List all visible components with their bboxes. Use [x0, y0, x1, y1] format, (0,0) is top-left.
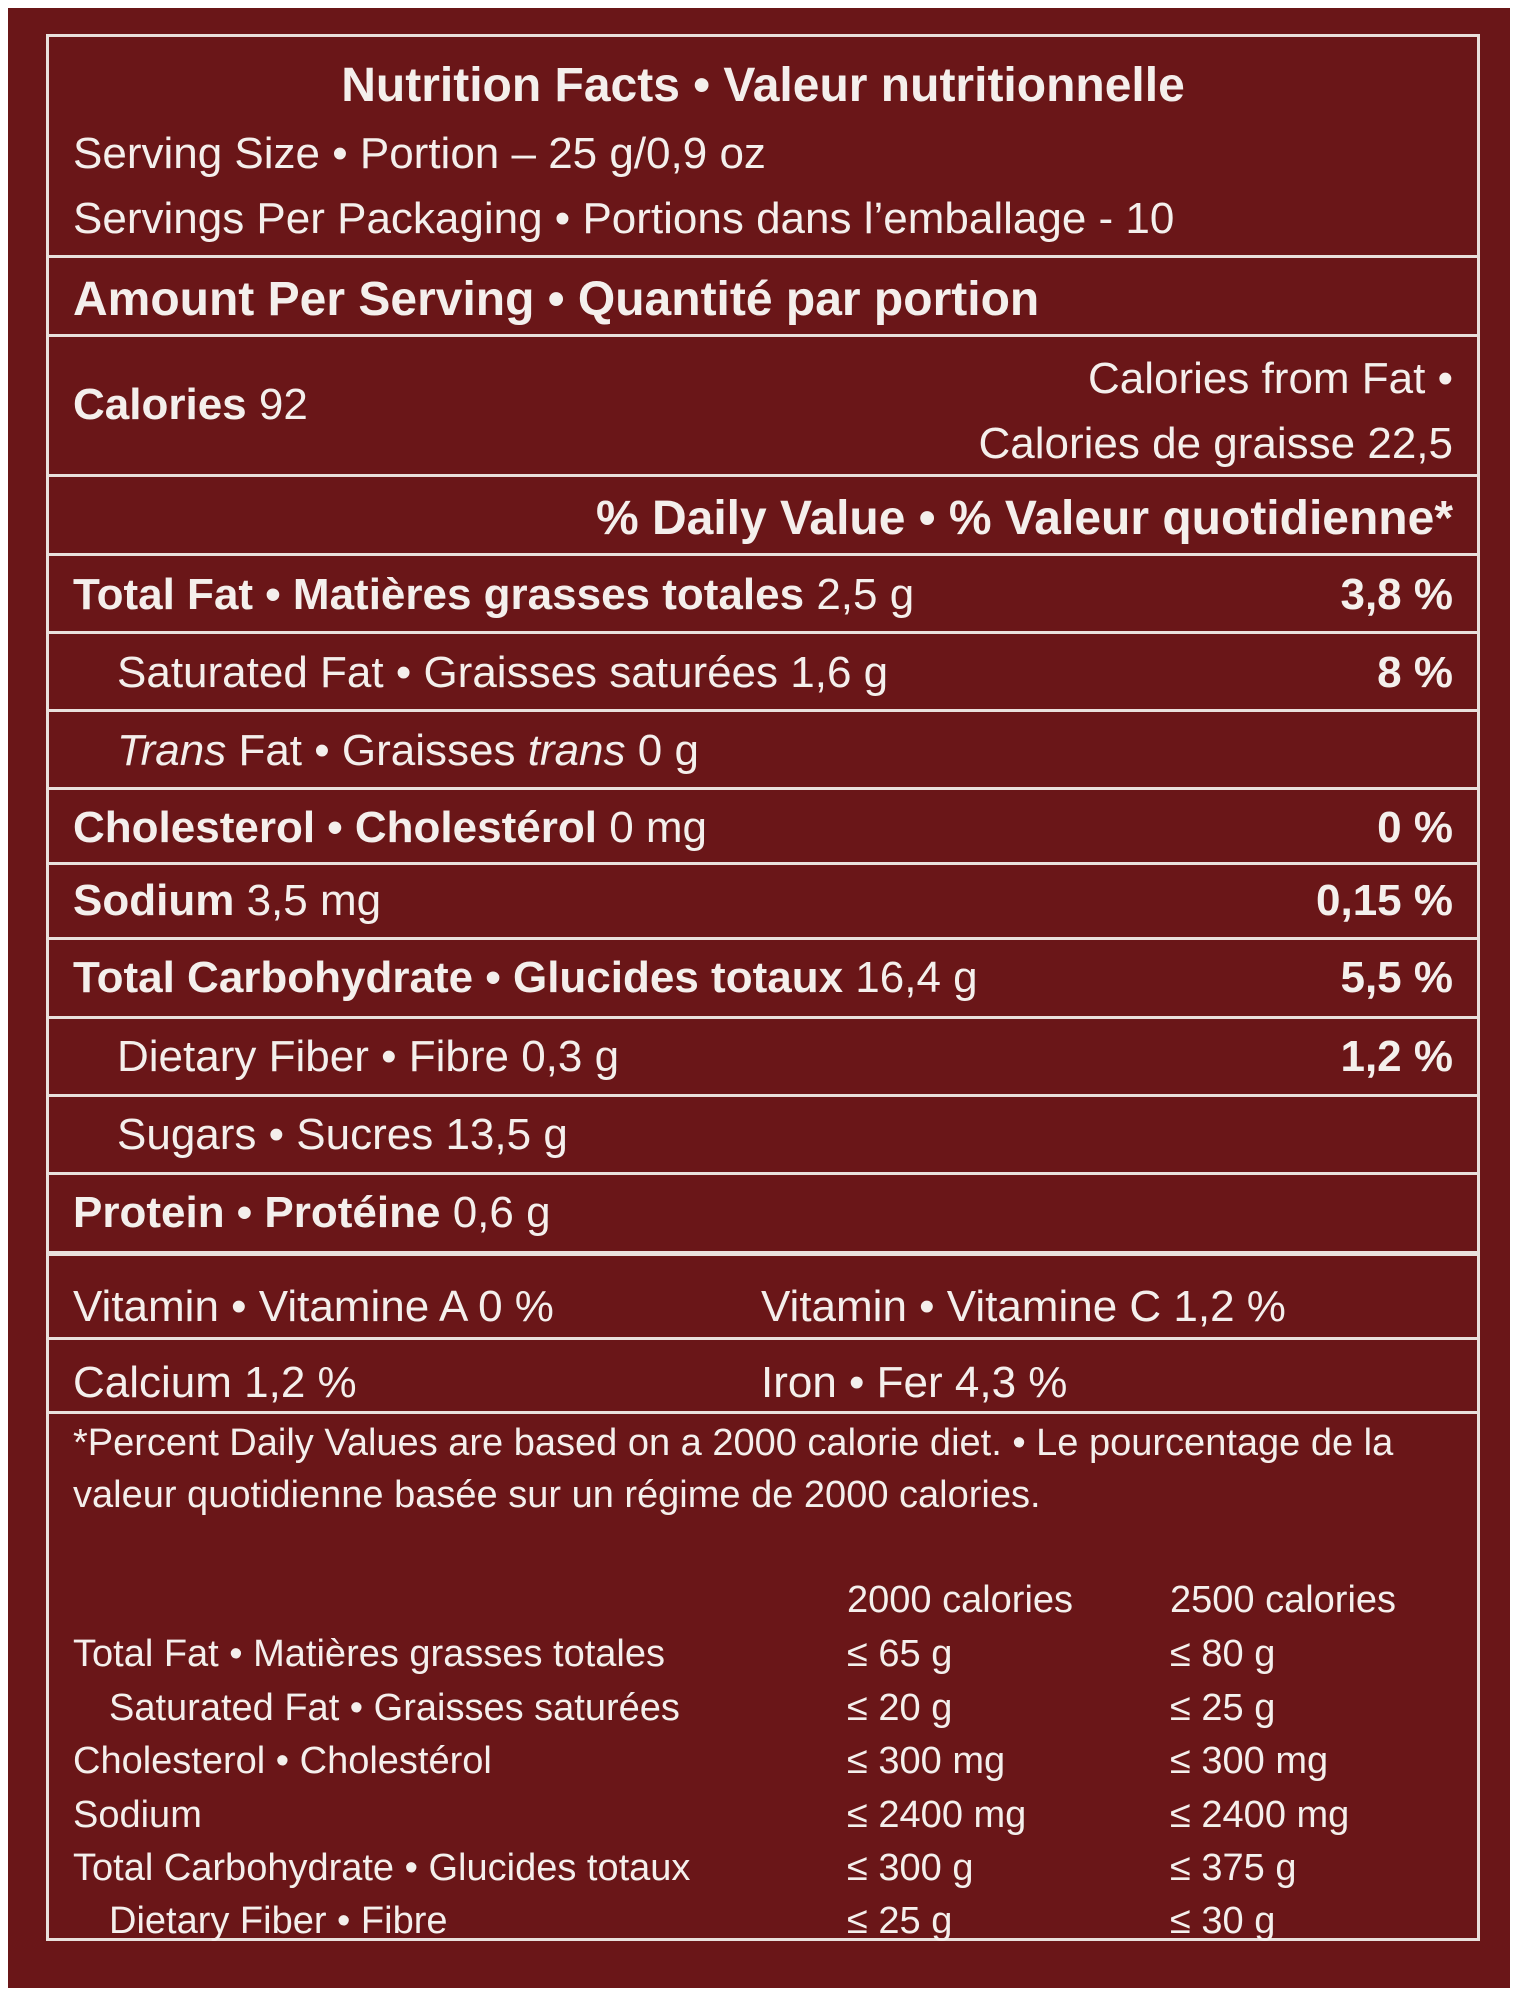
- cholesterol-row: Cholesterol • Cholestérol 0 mg 0 %: [49, 790, 1477, 862]
- total-carb-label: Total Carbohydrate • Glucides totaux: [73, 953, 844, 1002]
- ref-row-label: Cholesterol • Cholestérol: [73, 1740, 492, 1782]
- sugars-row: Sugars • Sucres 13,5 g: [49, 1097, 1477, 1172]
- cholesterol-amount: 0 mg: [609, 803, 708, 852]
- ref-row-2500: ≤ 30 g: [1170, 1900, 1276, 1942]
- serving-size: Serving Size • Portion – 25 g/0,9 oz: [73, 129, 766, 178]
- trans-fat-row: Trans Fat • Graisses trans 0 g: [49, 712, 1477, 787]
- saturated-fat-row: Saturated Fat • Graisses saturées 1,6 g …: [49, 634, 1477, 709]
- nutrition-panel: Nutrition Facts • Valeur nutritionnelle …: [46, 34, 1480, 1942]
- vitamin-c: Vitamin • Vitamine C 1,2 %: [761, 1282, 1286, 1331]
- divider: [49, 631, 1477, 634]
- total-fat-dv: 3,8 %: [1340, 570, 1453, 619]
- divider: [49, 553, 1477, 556]
- trans-fat-amount: 0 g: [637, 726, 699, 775]
- trans-fat-label-b: Fat • Graisses: [226, 726, 528, 775]
- ref-row-2500: ≤ 80 g: [1170, 1633, 1276, 1675]
- servings-per-package: Servings Per Packaging • Portions dans l…: [73, 194, 1175, 243]
- ref-row-label: Saturated Fat • Graisses saturées: [109, 1687, 680, 1729]
- trans-fat-label-line: Trans Fat • Graisses trans 0 g: [117, 729, 699, 773]
- calories-from-fat-line1: Calories from Fat •: [1087, 354, 1453, 403]
- sugars-label-line: Sugars • Sucres 13,5 g: [117, 1113, 568, 1157]
- divider: [49, 1251, 1477, 1256]
- divider: [49, 1094, 1477, 1097]
- iron: Iron • Fer 4,3 %: [761, 1358, 1068, 1407]
- divider: [49, 1172, 1477, 1175]
- total-fat-label-line: Total Fat • Matières grasses totales 2,5…: [73, 573, 914, 617]
- sugars-label: Sugars • Sucres: [117, 1110, 434, 1159]
- calories-label: Calories: [73, 380, 247, 429]
- protein-label-line: Protein • Protéine 0,6 g: [73, 1191, 551, 1235]
- trans-fat-label-a: Trans: [117, 726, 227, 775]
- saturated-fat-label: Saturated Fat • Graisses saturées: [117, 648, 779, 697]
- calories-value: 92: [258, 380, 308, 429]
- fiber-label: Dietary Fiber • Fibre: [117, 1032, 509, 1081]
- vitamin-a: Vitamin • Vitamine A 0 %: [73, 1282, 554, 1331]
- ref-row-label: Total Carbohydrate • Glucides totaux: [73, 1847, 691, 1889]
- ref-row-2000: ≤ 20 g: [847, 1687, 953, 1729]
- sodium-dv: 0,15 %: [1316, 876, 1453, 925]
- nutrition-title: Nutrition Facts • Valeur nutritionnelle: [341, 59, 1185, 112]
- trans-fat-label-c: trans: [527, 726, 626, 775]
- total-carb-row: Total Carbohydrate • Glucides totaux 16,…: [49, 940, 1477, 1016]
- protein-label: Protein • Protéine: [73, 1188, 441, 1237]
- protein-row: Protein • Protéine 0,6 g: [49, 1175, 1477, 1251]
- total-carb-dv: 5,5 %: [1340, 953, 1453, 1002]
- ref-row-2000: ≤ 300 mg: [847, 1740, 1006, 1782]
- calcium: Calcium 1,2 %: [73, 1358, 357, 1407]
- nutrition-label: Nutrition Facts • Valeur nutritionnelle …: [8, 8, 1510, 1988]
- total-carb-amount: 16,4 g: [855, 953, 978, 1002]
- sodium-row: Sodium 3,5 mg 0,15 %: [49, 865, 1477, 937]
- ref-row-2500: ≤ 300 mg: [1170, 1740, 1329, 1782]
- calories-from-fat-line2: Calories de graisse 22,5: [978, 419, 1453, 468]
- footnote: *Percent Daily Values are based on a 200…: [73, 1422, 1394, 1516]
- total-fat-amount: 2,5 g: [816, 570, 915, 619]
- amount-per-serving: Amount Per Serving • Quantité par portio…: [73, 273, 1040, 326]
- ref-row-2500: ≤ 2400 mg: [1170, 1794, 1350, 1836]
- ref-row-2000: ≤ 2400 mg: [847, 1794, 1027, 1836]
- saturated-fat-dv: 8 %: [1377, 648, 1453, 697]
- ref-row-2500: ≤ 375 g: [1170, 1847, 1297, 1889]
- ref-row-2500: ≤ 25 g: [1170, 1687, 1276, 1729]
- sodium-amount: 3,5 mg: [246, 876, 382, 925]
- fiber-dv: 1,2 %: [1340, 1032, 1453, 1081]
- sodium-label: Sodium: [73, 876, 235, 925]
- protein-amount: 0,6 g: [452, 1188, 551, 1237]
- divider: [49, 937, 1477, 940]
- divider: [49, 1016, 1477, 1019]
- divider: [49, 1337, 1477, 1340]
- divider: [49, 862, 1477, 865]
- fiber-amount: 0,3 g: [521, 1032, 620, 1081]
- divider: [49, 255, 1477, 258]
- ref-row-2000: ≤ 65 g: [847, 1633, 953, 1675]
- ref-row-label: Dietary Fiber • Fibre: [109, 1900, 448, 1942]
- cholesterol-label-line: Cholesterol • Cholestérol 0 mg: [73, 806, 707, 850]
- divider: [49, 709, 1477, 712]
- cholesterol-label: Cholesterol • Cholestérol: [73, 803, 597, 852]
- ref-row-label: Sodium: [73, 1794, 202, 1836]
- total-fat-label: Total Fat • Matières grasses totales: [73, 570, 805, 619]
- ref-row-2000: ≤ 25 g: [847, 1900, 953, 1942]
- ref-col-header-2500: 2500 calories: [1170, 1579, 1397, 1621]
- divider: [49, 334, 1477, 337]
- calories-line: Calories 92: [73, 383, 308, 427]
- daily-value-header: % Daily Value • % Valeur quotidienne*: [595, 492, 1453, 545]
- ref-row-2000: ≤ 300 g: [847, 1847, 974, 1889]
- total-carb-label-line: Total Carbohydrate • Glucides totaux 16,…: [73, 956, 978, 1000]
- divider: [49, 787, 1477, 790]
- fiber-row: Dietary Fiber • Fibre 0,3 g 1,2 %: [49, 1019, 1477, 1094]
- fiber-label-line: Dietary Fiber • Fibre 0,3 g: [117, 1035, 619, 1079]
- divider: [49, 474, 1477, 477]
- total-fat-row: Total Fat • Matières grasses totales 2,5…: [49, 556, 1477, 631]
- ref-col-header-2000: 2000 calories: [847, 1579, 1074, 1621]
- ref-row-label: Total Fat • Matières grasses totales: [73, 1633, 665, 1675]
- saturated-fat-label-line: Saturated Fat • Graisses saturées 1,6 g: [117, 651, 888, 695]
- divider: [49, 1411, 1477, 1414]
- sugars-amount: 13,5 g: [445, 1110, 568, 1159]
- cholesterol-dv: 0 %: [1377, 803, 1453, 852]
- sodium-label-line: Sodium 3,5 mg: [73, 879, 381, 923]
- saturated-fat-amount: 1,6 g: [790, 648, 889, 697]
